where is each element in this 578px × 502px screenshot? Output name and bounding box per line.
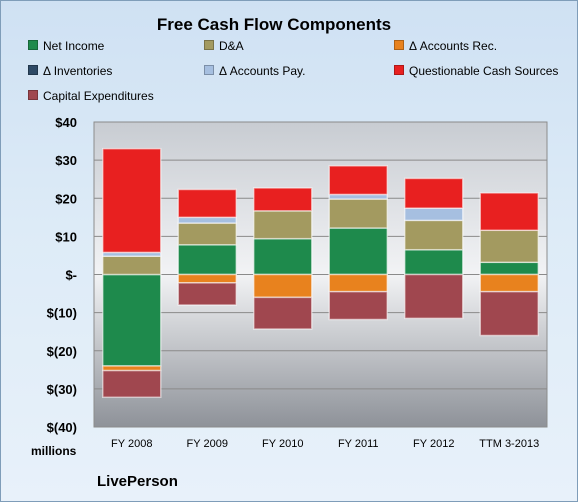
bar-segment: [177, 273, 237, 284]
x-category-label: FY 2011: [338, 438, 379, 450]
bar-segment: [328, 165, 388, 196]
legend-label: Δ Accounts Pay.: [219, 64, 306, 78]
bar-segment: [177, 188, 237, 219]
legend-item: Δ Accounts Pay.: [204, 64, 306, 78]
legend-swatch: [394, 65, 404, 75]
y-tick-label: $20: [55, 191, 77, 206]
company-name: LivePerson: [97, 473, 178, 490]
x-category-label: TTM 3-2013: [479, 438, 539, 450]
bar-segment: [102, 369, 162, 399]
legend-item: Δ Inventories: [28, 64, 112, 78]
bar-segment: [404, 248, 464, 276]
bar-segment: [479, 290, 539, 337]
bar-segment: [479, 261, 539, 276]
legend-label: Δ Accounts Rec.: [409, 39, 498, 53]
legend-swatch: [394, 40, 404, 50]
y-tick-label: $40: [55, 115, 77, 130]
bar-segment: [404, 207, 464, 222]
bar-segment: [479, 229, 539, 264]
legend-item: Net Income: [28, 39, 104, 53]
legend-swatch: [28, 65, 38, 75]
bar-segment: [177, 222, 237, 246]
bar-segment: [328, 290, 388, 321]
bar-segment: [328, 198, 388, 229]
legend-label: D&A: [219, 39, 244, 53]
legend-item: Capital Expenditures: [28, 89, 154, 103]
x-category-label: FY 2010: [262, 438, 303, 450]
legend-item: Δ Accounts Rec.: [394, 39, 497, 53]
bar-segment: [177, 282, 237, 306]
x-category-label: FY 2009: [187, 438, 228, 450]
y-tick-label: $10: [55, 229, 77, 244]
legend-swatch: [204, 40, 214, 50]
legend-label: Δ Inventories: [43, 64, 113, 78]
legend-item: D&A: [204, 39, 244, 53]
y-tick-label: $-: [65, 268, 77, 283]
bar-segment: [328, 273, 388, 293]
bar-segment: [328, 227, 388, 276]
legend-swatch: [28, 40, 38, 50]
bar-segment: [102, 273, 162, 367]
bar-segment: [177, 216, 237, 224]
legend-swatch: [28, 90, 38, 100]
legend-swatch: [204, 65, 214, 75]
bar-segment: [479, 273, 539, 293]
bar-segment: [404, 219, 464, 251]
y-tick-label: $30: [55, 153, 77, 168]
chart-title: Free Cash Flow Components: [156, 15, 392, 34]
legend-label: Capital Expenditures: [43, 89, 154, 103]
y-tick-label: $(40): [47, 420, 77, 435]
legend-label: Net Income: [43, 39, 105, 53]
y-tick-label: $(10): [47, 306, 77, 321]
legend-item: Questionable Cash Sources: [394, 64, 558, 78]
legend-label: Questionable Cash Sources: [409, 64, 559, 78]
bar-segment: [404, 273, 464, 320]
y-tick-label: $(20): [47, 344, 77, 359]
bar-segment: [253, 296, 313, 330]
bar-segment: [177, 244, 237, 276]
x-category-label: FY 2008: [111, 438, 152, 450]
y-tick-label: $(30): [47, 382, 77, 397]
bar-segment: [253, 187, 313, 212]
units-label: millions: [31, 444, 77, 458]
bar-segment: [253, 237, 313, 276]
bar-segment: [479, 192, 539, 232]
bar-segment: [253, 273, 313, 299]
x-category-label: FY 2012: [413, 438, 454, 450]
bar-segment: [253, 210, 313, 240]
bar-segment: [102, 255, 162, 276]
bar-segment: [102, 147, 162, 254]
bar-segment: [404, 177, 464, 209]
